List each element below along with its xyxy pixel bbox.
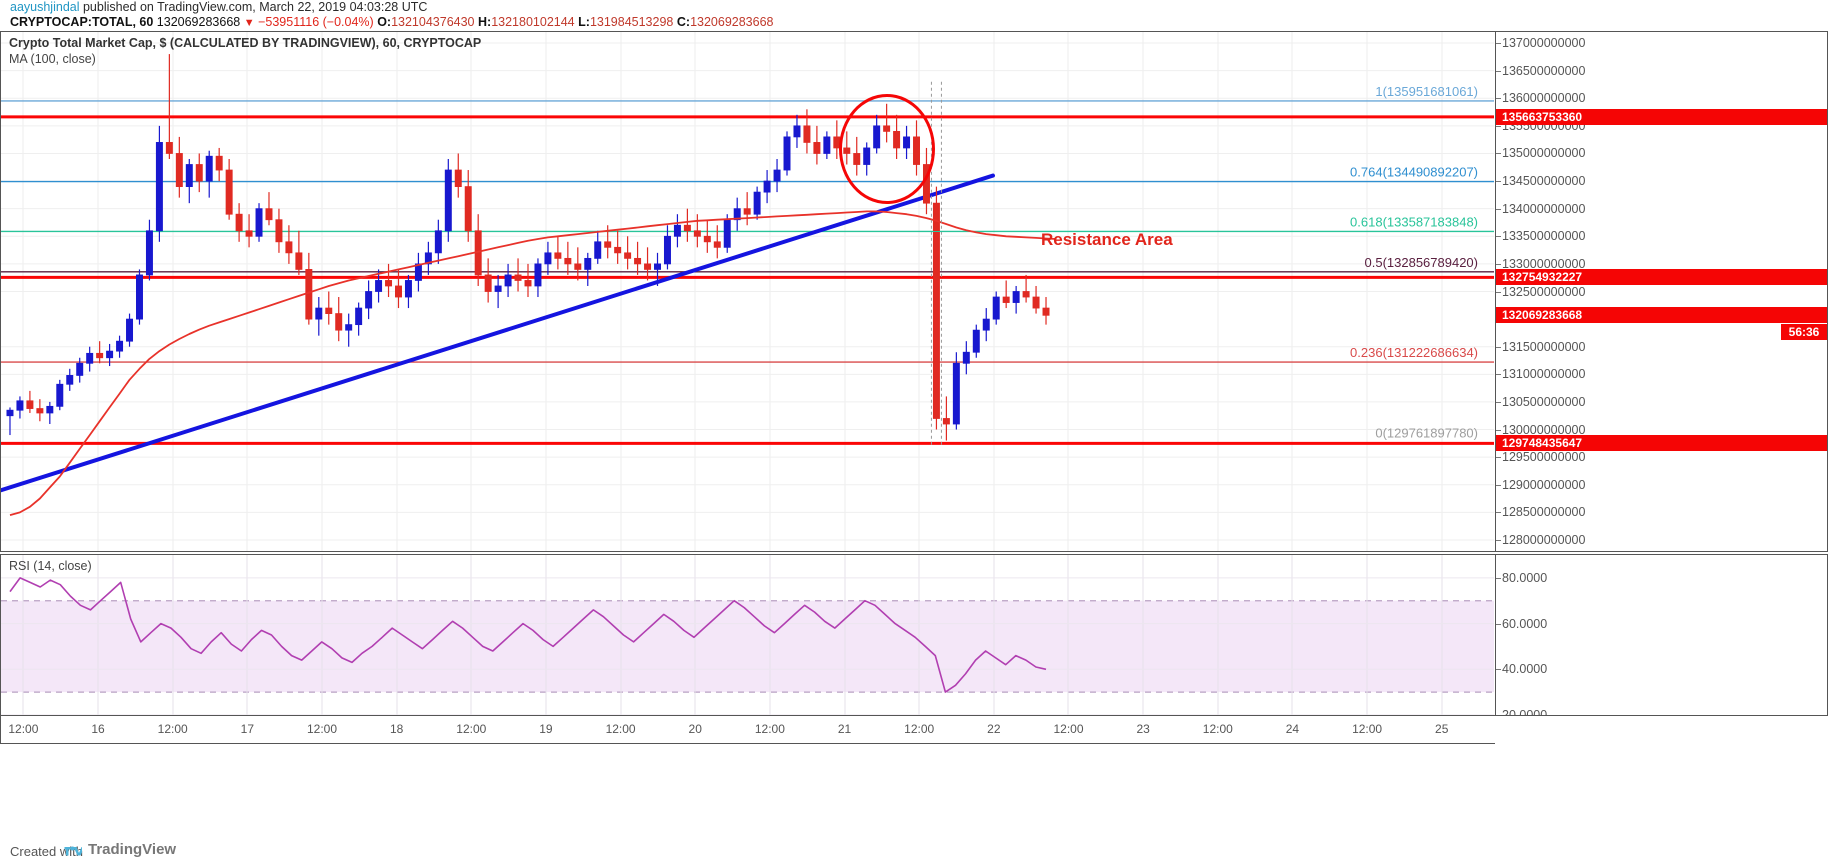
ma-legend: MA (100, close) [9,52,96,66]
time-axis-label: 12:00 [306,722,337,736]
close-key: C: [676,15,691,29]
time-axis-label: 12:00 [1053,722,1084,736]
countdown-badge: 56:36 [1781,324,1827,341]
resistance-area-label: Resistance Area [1041,229,1173,249]
author-link[interactable]: aayushjindal [10,0,80,14]
time-axis-label: 25 [1435,722,1449,736]
price-axis-badge: 135663753360 [1496,108,1827,125]
price-axis-tick: 132500000000 [1496,284,1586,299]
tradingview-brand: TradingView [88,841,177,858]
price-axis-tick: 129500000000 [1496,450,1586,465]
low-value: 131984513298 [589,15,674,29]
time-axis-label: 12:00 [605,722,636,736]
publish-line: aayushjindal published on TradingView.co… [10,0,1828,15]
time-axis-label: 12:00 [754,722,785,736]
circle-annotation [838,93,935,204]
rsi-axis-tick: 60.0000 [1496,616,1548,631]
price-axis-tick: 128500000000 [1496,505,1586,520]
price-change: −53951116 (−0.04%) [258,15,374,29]
price-plot: 1(135951681061) 0.764(134490892207) 0.618(… [1,32,1494,551]
price-axis-tick: 130500000000 [1496,394,1586,409]
rsi-axis-tick: 40.0000 [1496,662,1548,677]
price-axis-badge: 129748435647 [1496,435,1827,452]
publish-text: published on TradingView.com, March 22, … [79,0,428,14]
price-axis-tick: 133000000000 [1496,256,1586,271]
symbol-line: CRYPTOCAP:TOTAL, 60 132069283668 ▼ −5395… [10,15,1828,31]
price-axis-tick: 134500000000 [1496,174,1586,189]
time-axis-label: 20 [688,722,702,736]
price-axis-tick: 134000000000 [1496,201,1586,216]
price-axis-badge: 132069283668 [1496,307,1827,324]
symbol-label[interactable]: CRYPTOCAP:TOTAL, 60 [10,15,154,29]
high-value: 132180102144 [491,15,575,29]
time-axis-label: 12:00 [904,722,935,736]
price-pane[interactable]: 1(135951681061) 0.764(134490892207) 0.618(… [0,31,1495,552]
time-axis-label: 23 [1136,722,1150,736]
rsi-plot [1,555,1494,715]
time-axis-label: 24 [1285,722,1300,736]
down-arrow-icon: ▼ [243,17,255,29]
time-axis-label: 19 [539,722,553,736]
price-axis-tick: 135000000000 [1496,146,1586,161]
low-key: L: [578,15,590,29]
time-axis-label: 12:00 [1352,722,1383,736]
high-key: H: [478,15,492,29]
svg-text:0.5(132856789420): 0.5(132856789420) [1365,255,1479,270]
svg-text:0(129761897780): 0(129761897780) [1375,426,1478,441]
price-axis-tick: 130000000000 [1496,422,1586,437]
time-axis-label: 21 [837,722,852,736]
price-axis-tick: 131000000000 [1496,367,1586,382]
svg-text:1(135951681061): 1(135951681061) [1375,84,1478,99]
rsi-axis-tick: 80.0000 [1496,570,1548,585]
price-pane-title: Crypto Total Market Cap, $ (CALCULATED B… [9,36,482,50]
chart-footer: Created with TradingView [0,838,1828,868]
price-axis-tick: 136500000000 [1496,63,1586,78]
price-axis-tick: 137000000000 [1496,36,1586,51]
time-axis-label: 18 [389,722,404,736]
open-key: O: [377,15,392,29]
price-axis-tick: 136000000000 [1496,91,1586,106]
chart-area: 1(135951681061) 0.764(134490892207) 0.618(… [0,31,1828,837]
time-axis-label: 17 [240,722,255,736]
rsi-axis-tick: 20.0000 [1502,708,1547,715]
rsi-legend: RSI (14, close) [9,559,92,573]
tradingview-logo-icon [64,846,82,856]
price-axis-tick: 133500000000 [1496,229,1586,244]
close-value: 132069283668 [690,15,774,29]
chart-header: aayushjindal published on TradingView.co… [0,0,1828,30]
last-price: 132069283668 [156,15,241,29]
price-axis[interactable]: 137000000000 136500000000 136000000000 1355… [1495,31,1828,552]
rsi-axis[interactable]: 80.0000 60.0000 40.0000 20.0000 [1495,554,1828,716]
time-axis-label: 16 [91,722,105,736]
price-axis-tick: 131500000000 [1496,339,1586,354]
open-value: 132104376430 [391,15,475,29]
time-axis-label: 12:00 [157,722,188,736]
price-axis-tick: 129000000000 [1496,477,1586,492]
rsi-pane[interactable]: RSI (14, close) [0,554,1495,716]
svg-text:0.236(131222686634): 0.236(131222686634) [1350,345,1478,360]
time-axis-label: 22 [987,722,1001,736]
time-axis-label: 12:00 [1202,722,1233,736]
time-axis-label: 12:00 [456,722,487,736]
price-axis-tick: 128000000000 [1496,532,1586,547]
time-axis-label: 12:00 [8,722,39,736]
time-axis[interactable]: 12:00 16 12:00 17 12:00 18 12:00 19 12:00 20 12:00… [0,716,1495,744]
svg-text:0.618(133587183848): 0.618(133587183848) [1350,214,1478,229]
svg-text:0.764(134490892207): 0.764(134490892207) [1350,165,1478,180]
price-axis-badge: 132754932227 [1496,269,1827,286]
